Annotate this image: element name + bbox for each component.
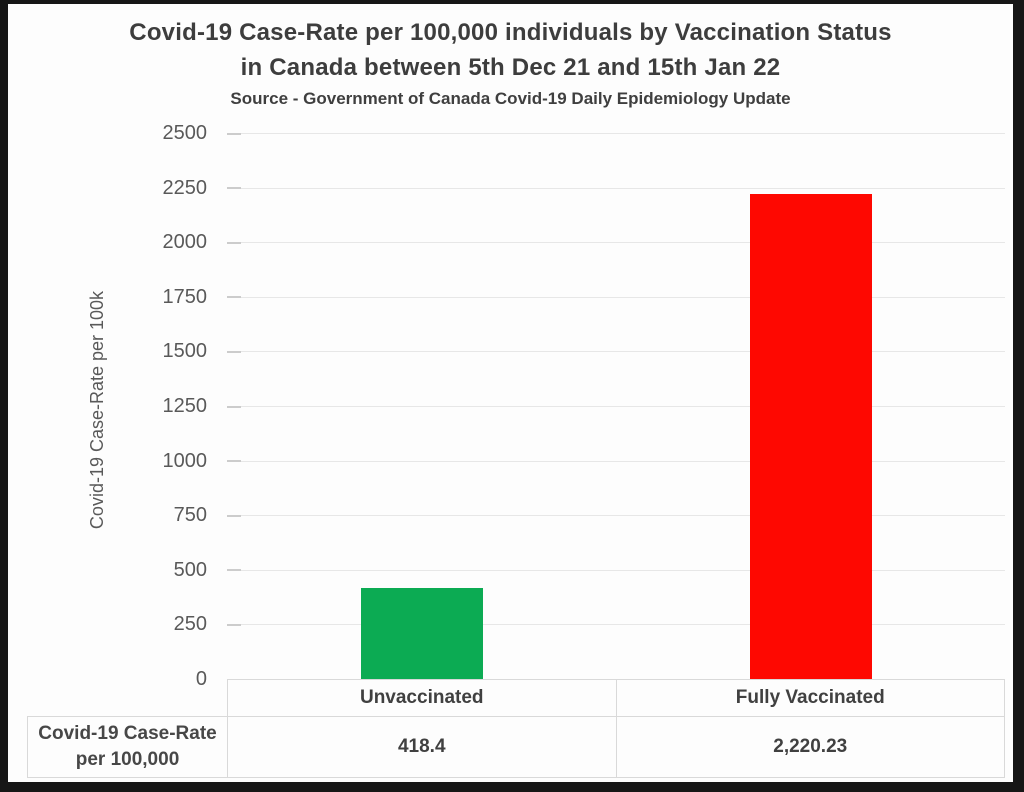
y-tick-mark bbox=[227, 187, 241, 190]
y-tick-mark bbox=[227, 460, 241, 463]
y-tick-mark bbox=[227, 350, 241, 353]
table-row-header-line1: Covid-19 Case-Rate bbox=[38, 723, 217, 744]
gridline bbox=[227, 296, 1005, 298]
data-table-row: Covid-19 Case-Rate per 100,000 418.4 2,2… bbox=[27, 716, 1005, 778]
gridline bbox=[227, 515, 1005, 517]
bar-fully-vaccinated bbox=[749, 194, 872, 679]
y-tick-mark bbox=[227, 514, 241, 517]
gridline bbox=[227, 624, 1005, 626]
y-tick-mark bbox=[227, 241, 241, 244]
chart-canvas: Covid-19 Case-Rate per 100,000 individua… bbox=[8, 4, 1013, 782]
y-tick-label: 1500 bbox=[162, 340, 208, 363]
gridline bbox=[227, 133, 1005, 134]
y-tick-label: 2000 bbox=[162, 231, 208, 254]
gridline bbox=[227, 351, 1005, 353]
y-tick-label: 750 bbox=[173, 504, 207, 527]
category-label-unvaccinated: Unvaccinated bbox=[359, 687, 484, 708]
y-tick-label: 1250 bbox=[162, 395, 208, 417]
gridline bbox=[227, 406, 1005, 407]
table-row-header: Covid-19 Case-Rate per 100,000 bbox=[28, 717, 228, 777]
y-tick-label: 250 bbox=[173, 613, 207, 636]
table-value-unvaccinated: 418.4 bbox=[397, 736, 446, 757]
category-label-fully-vaccinated: Fully Vaccinated bbox=[615, 680, 1005, 716]
y-tick-label: 2500 bbox=[162, 122, 208, 144]
source-subtitle: Source - Government of Canada Covid-19 D… bbox=[230, 89, 791, 108]
gridline bbox=[227, 460, 1005, 462]
y-tick-label: 1750 bbox=[162, 285, 208, 308]
table-row-header-line2: per 100,000 bbox=[75, 749, 180, 770]
y-tick-label: 2250 bbox=[162, 176, 208, 199]
gridline bbox=[227, 187, 1005, 189]
title-block: Covid-19 Case-Rate per 100,000 individua… bbox=[8, 15, 1013, 109]
gridline bbox=[227, 242, 1005, 244]
page-title-line2: in Canada between 5th Dec 21 and 15th Ja… bbox=[240, 54, 781, 81]
y-tick-mark bbox=[227, 296, 241, 299]
y-axis-title: Covid-19 Case-Rate per 100k bbox=[87, 290, 107, 530]
y-tick-mark bbox=[227, 132, 241, 135]
bar-unvaccinated bbox=[360, 587, 483, 679]
y-tick-mark bbox=[227, 569, 241, 572]
y-tick-label: 0 bbox=[195, 668, 207, 690]
gridline bbox=[227, 569, 1005, 571]
y-tick-mark bbox=[227, 623, 241, 626]
y-tick-label: 500 bbox=[173, 558, 207, 581]
category-row: Unvaccinated Fully Vaccinated bbox=[227, 679, 1005, 716]
y-tick-mark bbox=[227, 405, 241, 408]
page-title-line1: Covid-19 Case-Rate per 100,000 individua… bbox=[129, 19, 892, 46]
table-value-fully-vaccinated: 2,220.23 bbox=[615, 717, 1005, 777]
y-tick-label: 1000 bbox=[162, 449, 208, 472]
